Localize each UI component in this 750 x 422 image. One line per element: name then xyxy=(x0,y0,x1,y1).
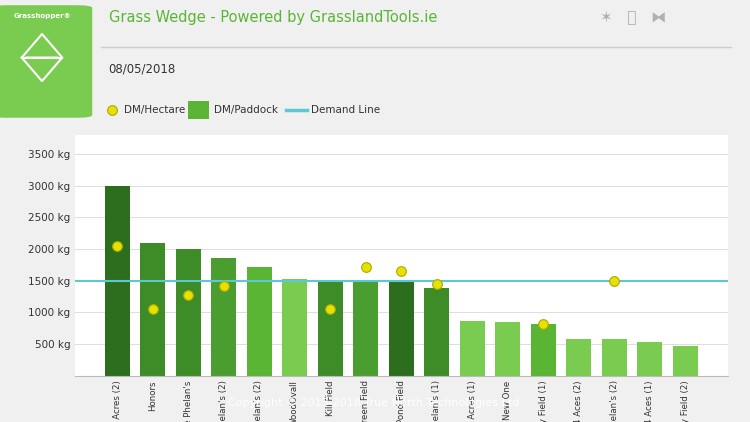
Bar xyxy=(424,288,449,376)
Bar xyxy=(282,279,307,376)
Bar xyxy=(673,346,698,376)
Text: DM/Hectare: DM/Hectare xyxy=(124,105,185,115)
Bar xyxy=(176,249,200,376)
Bar xyxy=(531,324,556,376)
Text: DM/Paddock: DM/Paddock xyxy=(214,105,278,115)
Bar xyxy=(353,281,378,376)
Text: Grasshopper®: Grasshopper® xyxy=(13,13,70,19)
Bar xyxy=(318,281,343,376)
Text: 08/05/2018: 08/05/2018 xyxy=(109,63,176,76)
Bar xyxy=(566,339,591,376)
Bar xyxy=(105,186,130,376)
Text: Demand Line: Demand Line xyxy=(311,105,380,115)
FancyBboxPatch shape xyxy=(188,101,209,119)
Bar xyxy=(602,339,627,376)
Bar xyxy=(496,322,520,376)
Bar xyxy=(211,258,236,376)
Bar xyxy=(140,243,165,376)
Bar xyxy=(247,267,272,376)
Text: Copyright © 2013-2018 True North Technologies Ltd.: Copyright © 2013-2018 True North Technol… xyxy=(227,398,523,408)
Bar xyxy=(460,321,484,376)
Bar xyxy=(388,282,414,376)
Bar xyxy=(638,342,662,376)
FancyBboxPatch shape xyxy=(0,5,92,118)
Text: Grass Wedge - Powered by GrasslandTools.ie: Grass Wedge - Powered by GrasslandTools.… xyxy=(109,10,437,24)
Text: ✶   ⦿   ⧓: ✶ ⦿ ⧓ xyxy=(600,10,666,24)
